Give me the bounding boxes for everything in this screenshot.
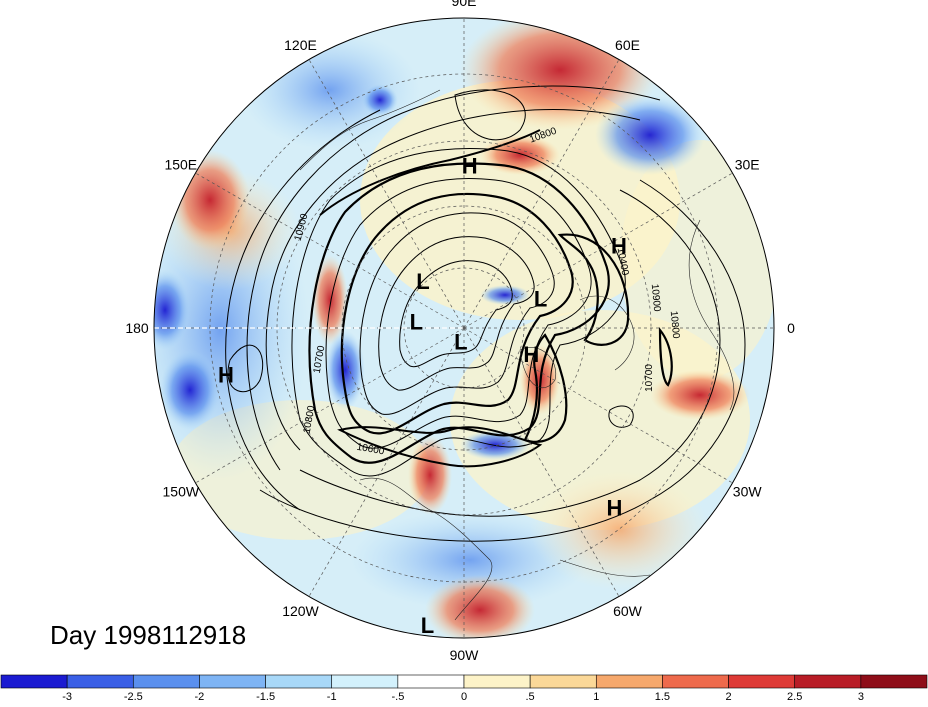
high-pressure-label: H <box>218 362 234 387</box>
high-pressure-label: H <box>607 495 623 520</box>
longitude-label: 150W <box>163 484 200 500</box>
colorbar-box <box>66 674 134 689</box>
colorbar-tick-label: -1.5 <box>256 691 275 702</box>
contour-value-label: 10700 <box>312 344 328 374</box>
longitude-label: 30E <box>735 157 760 173</box>
longitude-label: 0 <box>787 320 795 336</box>
colorbar-tick-label: -2 <box>195 691 205 702</box>
contour-value-label: 10800 <box>668 310 681 339</box>
contour-line <box>557 233 630 346</box>
low-pressure-label: L <box>534 287 547 312</box>
map-boundary <box>153 17 775 639</box>
contour-line <box>454 89 526 141</box>
colorbar-box <box>265 674 333 689</box>
longitude-label: 30W <box>733 484 763 500</box>
contour-line <box>399 260 513 368</box>
longitude-label: 120E <box>284 37 317 53</box>
colorbar-tick-label: -3 <box>62 691 72 702</box>
longitude-label: 90W <box>450 647 480 663</box>
colorbar-tick-label: 1.5 <box>655 691 670 702</box>
contour-line <box>227 344 264 393</box>
colorbar-box <box>132 674 200 689</box>
colorbar-tick-label: -.5 <box>391 691 404 702</box>
colorbar-tick-label: 2.5 <box>787 691 802 702</box>
contour-line <box>246 85 661 471</box>
colorbar-box <box>529 674 597 689</box>
low-pressure-label: L <box>410 309 423 334</box>
contour-value-label: 10900 <box>649 283 662 312</box>
longitude-label: 90E <box>452 0 477 9</box>
low-pressure-label: L <box>454 329 467 354</box>
coastlines <box>299 89 735 621</box>
colorbar-box <box>0 674 68 689</box>
contour-value-label: 10700 <box>644 364 655 392</box>
longitude-labels: 90E 60E 30E 0 30W 60W 90W 120W 150W 180 150E 120E <box>125 0 795 663</box>
height-contours <box>225 85 746 542</box>
contour-line <box>359 212 555 415</box>
colorbar-tick-label: 1 <box>593 691 599 702</box>
colorbar-tick-label: 2 <box>726 691 732 702</box>
colorbar-tick-label: 3 <box>858 691 864 702</box>
colorbar-box <box>595 674 663 689</box>
colorbar-boxes <box>0 674 928 689</box>
colorbar-tick-label: 0 <box>461 691 467 702</box>
title-prefix: Day <box>50 620 97 650</box>
coastline-asia-east <box>299 89 441 171</box>
coastline-europe <box>579 295 635 371</box>
contour-line <box>608 405 634 428</box>
contour-line <box>378 236 535 391</box>
colorbar-box <box>794 674 862 689</box>
longitude-label: 180 <box>125 320 149 336</box>
contour-value-label: 10400 <box>615 247 631 277</box>
contour-line <box>337 426 543 468</box>
colorbar-box <box>728 674 796 689</box>
contour-line <box>259 179 746 542</box>
contour-line <box>658 326 673 387</box>
colorbar-box <box>397 674 465 689</box>
map-title: Day 1998112918 <box>50 620 246 651</box>
low-pressure-label: L <box>416 269 429 294</box>
high-pressure-label: H <box>523 342 539 367</box>
colorbar-tick-label: .5 <box>526 691 535 702</box>
colorbar: -3 -2.5 -2 -1.5 -1 -.5 0 .5 1 1.5 2 2.5 3 <box>0 674 928 702</box>
contour-value-label: 10800 <box>302 404 318 434</box>
contour-line <box>265 109 641 451</box>
colorbar-box <box>331 674 399 689</box>
colorbar-tick-label: -2.5 <box>124 691 143 702</box>
contour-line <box>291 148 626 477</box>
colorbar-box <box>860 674 928 689</box>
coastline-north-america <box>359 477 493 621</box>
contour-line <box>340 192 574 435</box>
longitude-label: 120W <box>282 603 319 619</box>
title-date: 1998112918 <box>103 620 247 650</box>
longitude-label: 60W <box>613 603 643 619</box>
colorbar-box <box>662 674 729 689</box>
contour-line <box>325 178 592 449</box>
high-pressure-label: H <box>462 154 478 179</box>
high-pressure-label: H <box>611 234 627 259</box>
coastline-eurasia <box>688 219 735 411</box>
contour-line <box>225 109 381 511</box>
contour-line <box>319 129 541 216</box>
contour-value-label: 10600 <box>356 442 386 458</box>
colorbar-ticks: -3 -2.5 -2 -1.5 -1 -.5 0 .5 1 1.5 2 2.5 3 <box>62 691 864 702</box>
colorbar-box <box>463 674 531 689</box>
colorbar-tick-label: -1 <box>327 691 337 702</box>
low-pressure-label: L <box>421 613 434 638</box>
longitude-label: 150E <box>164 157 197 173</box>
coastline-south-america <box>559 559 651 577</box>
longitude-label: 60E <box>615 37 640 53</box>
colorbar-box <box>199 674 266 689</box>
